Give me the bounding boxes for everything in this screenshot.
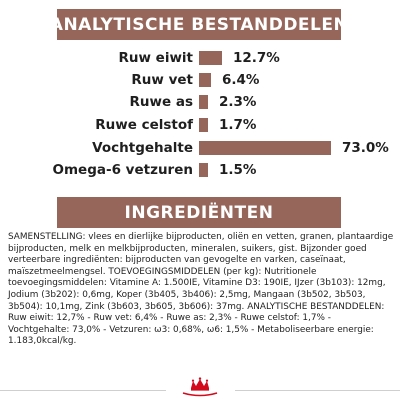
footer: [0, 376, 400, 400]
analysis-row: Ruwe as 2.3%: [0, 91, 400, 113]
crown-icon: [182, 377, 218, 397]
analysis-row-bar: [199, 141, 331, 155]
analysis-row-label: Ruwe as: [129, 94, 193, 110]
analysis-row-value: 12.7%: [233, 50, 280, 66]
analysis-row-label: Ruw vet: [131, 72, 193, 88]
royal-canin-logo: [182, 377, 218, 397]
analysis-row-bar: [199, 118, 208, 132]
analysis-row-label: Ruwe celstof: [95, 117, 193, 133]
ingredients-title-banner: INGREDIËNTEN: [57, 197, 341, 228]
analysis-title-banner: ANALYTISCHE BESTANDDELEN: [50, 9, 348, 40]
analysis-title: ANALYTISCHE BESTANDDELEN: [49, 14, 349, 35]
analysis-row: Ruwe celstof 1.7%: [0, 114, 400, 136]
analysis-row-bar: [199, 95, 208, 109]
analysis-row: Ruw eiwit 12.7%: [0, 47, 400, 69]
analysis-row-value: 1.7%: [219, 117, 257, 133]
analysis-row-bar: [199, 51, 222, 65]
analysis-row: Ruw vet 6.4%: [0, 69, 400, 91]
footer-rule-left: [0, 390, 166, 391]
footer-rule-right: [235, 390, 400, 391]
ingredients-text: SAMENSTELLING: vlees en dierlijke bijpro…: [8, 232, 394, 347]
ingredients-title: INGREDIËNTEN: [124, 202, 274, 223]
analysis-row-value: 2.3%: [219, 94, 257, 110]
analysis-row-value: 1.5%: [219, 162, 257, 178]
ingredients-text-block: SAMENSTELLING: vlees en dierlijke bijpro…: [8, 232, 394, 348]
analysis-row-value: 73.0%: [342, 140, 389, 156]
analysis-row-bar: [199, 163, 208, 177]
analysis-row: Omega-6 vetzuren 1.5%: [0, 159, 400, 181]
analysis-row: Vochtgehalte 73.0%: [0, 137, 400, 159]
analysis-row-label: Ruw eiwit: [118, 50, 193, 66]
analysis-row-value: 6.4%: [222, 72, 260, 88]
analysis-row-label: Omega-6 vetzuren: [52, 162, 193, 178]
analysis-row-label: Vochtgehalte: [92, 140, 193, 156]
analysis-chart: Ruw eiwit 12.7% Ruw vet 6.4% Ruwe as 2.3…: [0, 45, 400, 190]
analysis-row-bar: [199, 73, 211, 87]
